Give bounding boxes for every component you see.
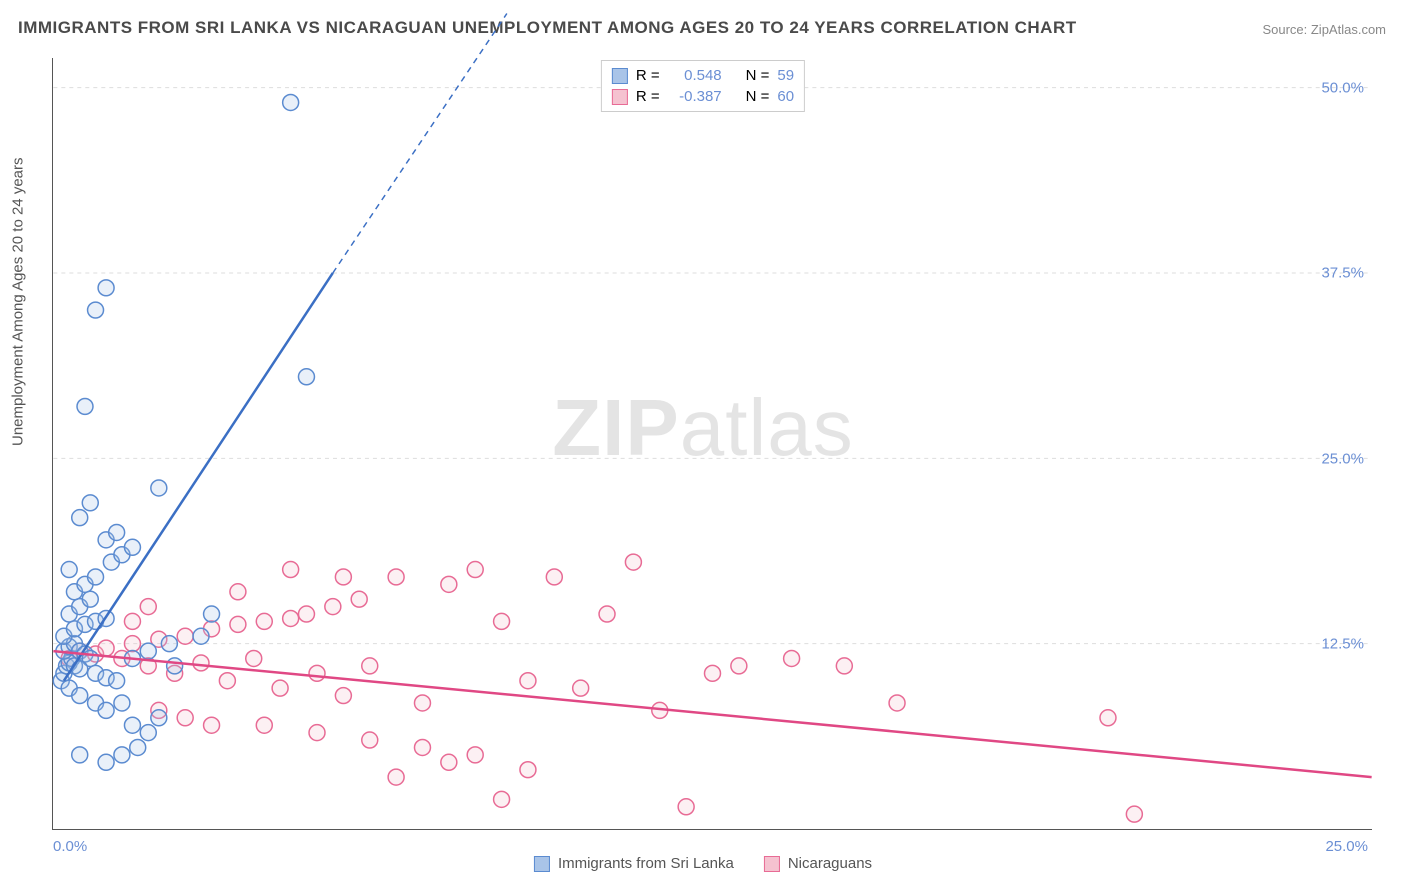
plot-area: 12.5%25.0%37.5%50.0%0.0%25.0% [52,58,1372,830]
y-tick-label: 12.5% [1321,636,1364,653]
r-value-srilanka: 0.548 [668,67,722,84]
legend-swatch-nicaraguans-bottom [764,856,780,872]
n-label: N = [746,88,770,105]
correlation-legend: R = 0.548 N = 59 R = -0.387 N = 60 [601,60,805,112]
y-tick-label: 25.0% [1321,450,1364,467]
legend-item-nicaraguans: Nicaraguans [764,855,872,872]
chart-title: IMMIGRANTS FROM SRI LANKA VS NICARAGUAN … [18,18,1077,38]
legend-swatch-srilanka-bottom [534,856,550,872]
legend-item-srilanka: Immigrants from Sri Lanka [534,855,734,872]
x-tick-label: 0.0% [53,838,87,855]
legend-label-nicaraguans: Nicaraguans [788,855,872,872]
source-attribution: Source: ZipAtlas.com [1262,22,1386,37]
legend-row-nicaraguans: R = -0.387 N = 60 [612,86,794,107]
n-value-nicaraguans: 60 [777,88,794,105]
y-tick-label: 50.0% [1321,79,1364,96]
legend-row-srilanka: R = 0.548 N = 59 [612,65,794,86]
n-value-srilanka: 59 [777,67,794,84]
r-label: R = [636,88,660,105]
legend-swatch-srilanka [612,68,628,84]
y-tick-label: 37.5% [1321,265,1364,282]
legend-label-srilanka: Immigrants from Sri Lanka [558,855,734,872]
r-label: R = [636,67,660,84]
legend-swatch-nicaraguans [612,89,628,105]
series-legend: Immigrants from Sri Lanka Nicaraguans [534,855,872,872]
y-axis-label: Unemployment Among Ages 20 to 24 years [10,157,27,446]
n-label: N = [746,67,770,84]
x-tick-label: 25.0% [1325,838,1368,855]
r-value-nicaraguans: -0.387 [668,88,722,105]
chart-svg [53,58,1372,829]
